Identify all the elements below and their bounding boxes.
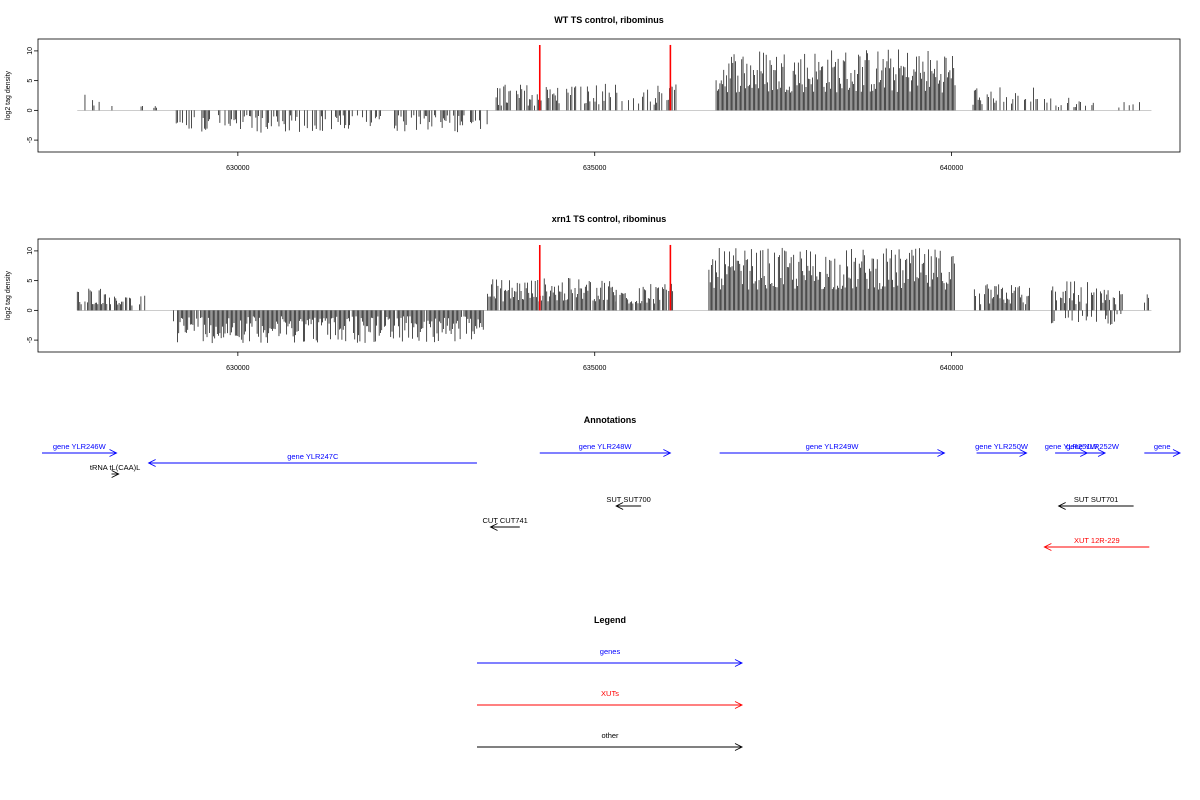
feature-label: gene YLR246W [53, 442, 107, 451]
x-tick-label: 630000 [226, 365, 249, 372]
feature-label: XUT 12R-229 [1074, 536, 1120, 545]
x-tick-label: 640000 [940, 365, 963, 372]
legend-title: Legend [594, 615, 626, 625]
strand-arrow [615, 502, 624, 510]
xrn1-density-panel: xrn1 TS control, ribominus log2 tag densi… [5, 214, 1181, 372]
strand-arrow [109, 449, 118, 457]
plot-frame [37, 38, 1181, 153]
plot-frame [37, 238, 1181, 353]
feature-label: tRNA tL(CAA)L [90, 463, 140, 472]
chart-title: xrn1 TS control, ribominus [552, 214, 667, 224]
y-tick-label: 5 [27, 279, 34, 283]
strand-arrow [1043, 543, 1052, 551]
legend-label: other [601, 731, 619, 740]
strand-arrow [1097, 449, 1107, 457]
legend-arrow [734, 743, 744, 751]
y-tick-label: 0 [27, 108, 34, 112]
legend-panel: Legend genes XUTs other [477, 615, 744, 751]
y-tick-label: 0 [27, 308, 34, 312]
x-tick-label: 630000 [226, 165, 249, 172]
legend-label: XUTs [601, 689, 619, 698]
strand-arrow [147, 459, 156, 467]
legend-label: genes [600, 647, 621, 656]
feature-label: gene YLR249W [806, 442, 860, 451]
strand-arrow [111, 470, 120, 478]
feature-label: gene YLR250W [975, 442, 1029, 451]
y-tick-label: 5 [27, 79, 34, 83]
y-axis-label: log2 tag density [5, 70, 12, 120]
feature-label: CUT CUT741 [483, 516, 528, 525]
y-tick-label: 10 [27, 47, 34, 55]
annotations-panel: Annotations gene YLR246W gene YLR247C tRNA … [42, 415, 1182, 551]
feature-label: SUT SUT701 [1074, 495, 1118, 504]
strand-arrow [1019, 449, 1028, 457]
strand-arrow [1057, 502, 1066, 510]
feature-label: gene [1154, 442, 1171, 451]
feature-label: SUT SUT700 [606, 495, 650, 504]
legend-arrow [734, 701, 744, 709]
strand-arrow [489, 523, 498, 531]
feature-label: gene YLR252W [1066, 442, 1120, 451]
legend-arrow [734, 659, 744, 667]
feature-label: gene YLR247C [287, 452, 339, 461]
y-tick-label: -5 [27, 137, 34, 143]
y-tick-label: 10 [27, 247, 34, 255]
y-axis-label: log2 tag density [5, 270, 12, 320]
strand-arrow [937, 449, 946, 457]
chart-title: WT TS control, ribominus [554, 15, 664, 25]
y-tick-label: -5 [27, 337, 34, 343]
x-tick-label: 635000 [583, 165, 606, 172]
feature-label: gene YLR251W [1045, 442, 1099, 451]
x-tick-label: 640000 [940, 165, 963, 172]
wt-density-panel: WT TS control, ribominus log2 tag density… [5, 15, 1181, 172]
strand-arrow [663, 449, 672, 457]
strand-arrow [1172, 449, 1182, 457]
feature-label: gene YLR248W [579, 442, 633, 451]
annotations-title: Annotations [584, 415, 637, 425]
x-tick-label: 635000 [583, 365, 606, 372]
